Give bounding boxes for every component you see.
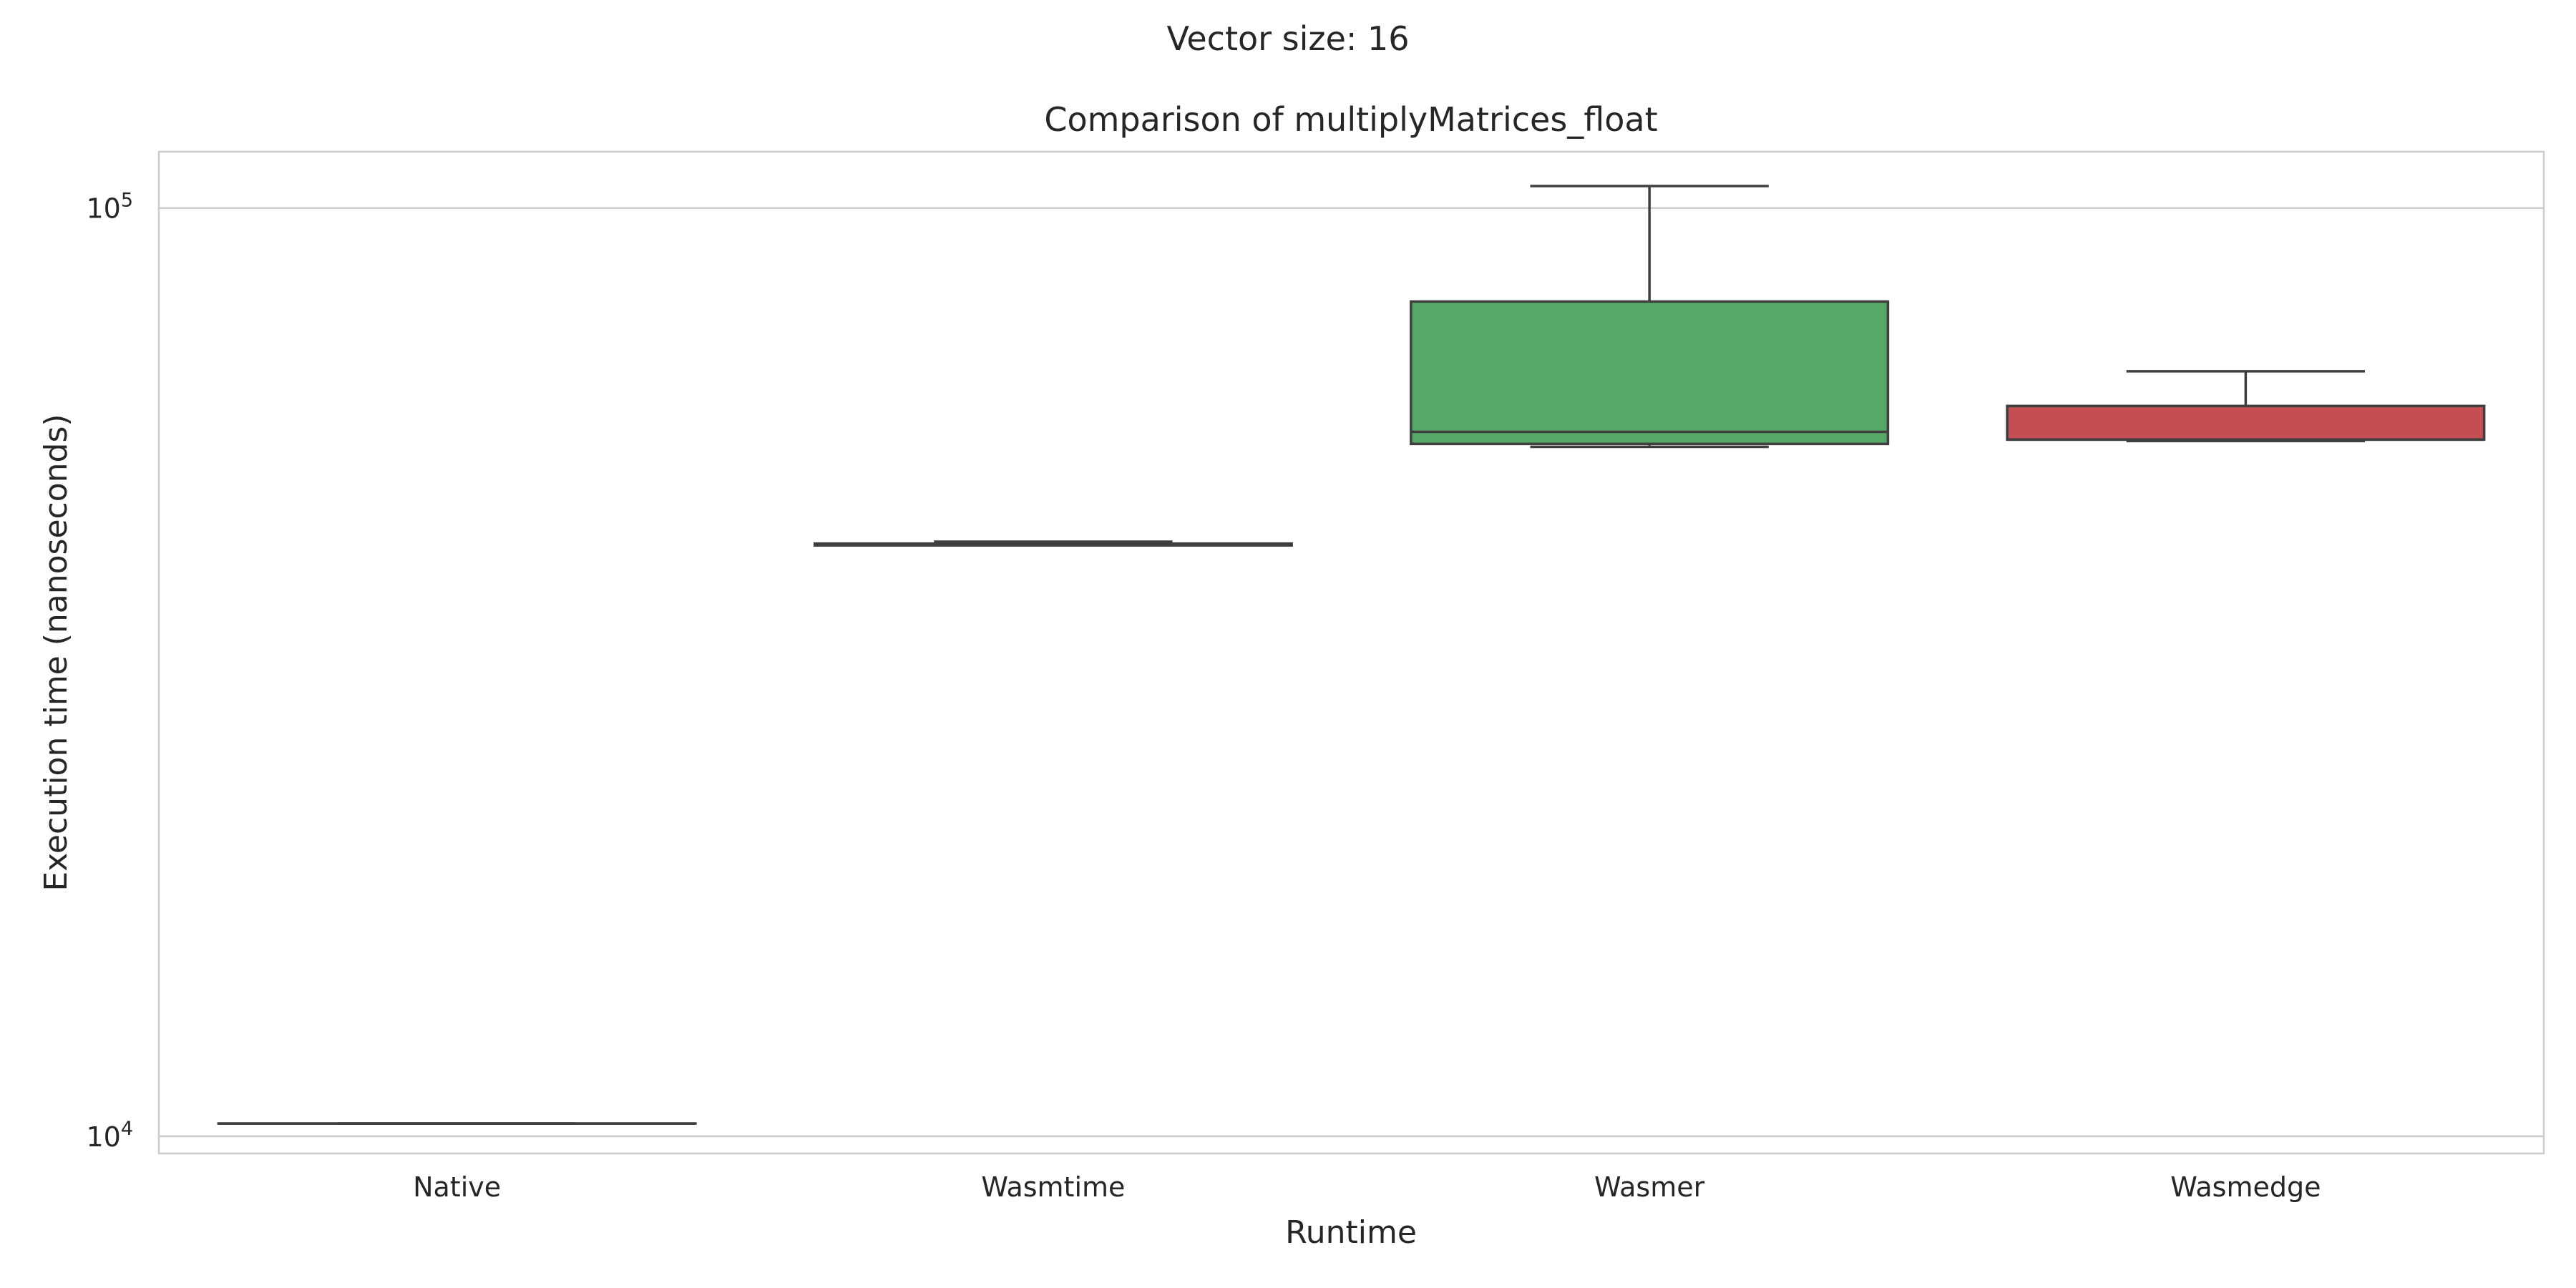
- y-tick-label: 105: [86, 190, 133, 225]
- box-iqr: [2006, 404, 2486, 441]
- box-wasmer: [1410, 185, 1890, 449]
- plot-frame: [157, 150, 2545, 1155]
- x-tick-label: Wasmer: [1594, 1171, 1705, 1203]
- box-wasmedge: [2006, 370, 2486, 443]
- x-axis-label: Runtime: [1285, 1214, 1417, 1251]
- y-axis-label: Execution time (nanoseconds): [38, 414, 74, 891]
- y-tick-label: 104: [86, 1118, 133, 1153]
- box-wasmtime: [813, 540, 1293, 547]
- x-tick-label: Native: [413, 1171, 501, 1203]
- box-iqr: [1410, 300, 1890, 446]
- figure-suptitle: Vector size: 16: [1166, 19, 1409, 58]
- chart-title: Comparison of multiplyMatrices_float: [1044, 100, 1657, 139]
- plot-area: 104 105 Native Wasmtime Wasmer Wasmedge: [86, 150, 2545, 1203]
- x-tick-label: Wasmedge: [2170, 1171, 2321, 1203]
- x-tick-label: Wasmtime: [981, 1171, 1125, 1203]
